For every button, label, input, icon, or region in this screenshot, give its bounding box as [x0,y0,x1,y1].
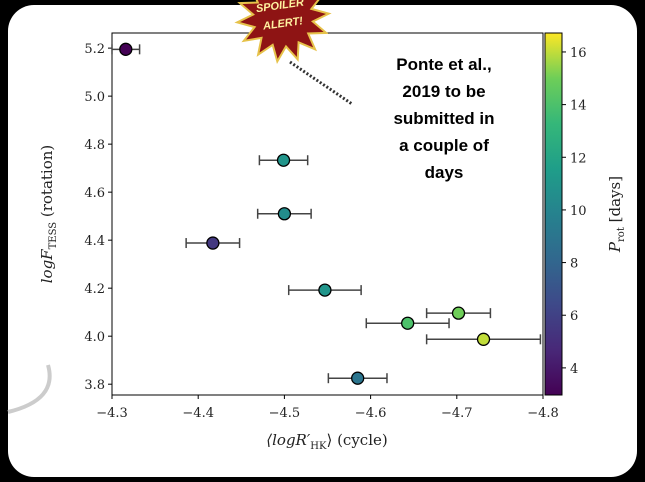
label-part: TESS [48,222,59,250]
x-axis-label: ⟨logR′HK⟩ (cycle) [266,431,387,452]
label-part: rot [616,227,627,242]
point [478,333,490,345]
annotation-line: Ponte et al., [396,55,491,74]
label-part: (rotation) [38,145,56,222]
y-tick-label: 4.0 [84,330,105,345]
annotation-line: submitted in [393,109,494,128]
x-tick-label: −4.4 [182,406,214,421]
colorbar-tick-label: 8 [570,257,578,272]
y-tick-label: 3.8 [84,378,105,393]
point [278,208,290,220]
point [120,43,132,55]
y-tick-label: 4.8 [84,138,105,153]
y-tick-label: 5.0 [84,90,105,105]
annotation-line: a couple of [399,136,489,155]
annotation-line: days [425,163,464,182]
x-tick-label: −4.8 [527,406,559,421]
colorbar-tick-label: 14 [570,99,587,114]
colorbar-tick-label: 16 [570,46,587,61]
y-tick-label: 4.6 [84,186,105,201]
point [319,284,331,296]
x-tick-label: −4.7 [441,406,473,421]
y-tick-label: 5.2 [84,42,105,57]
label-part: ⟨logR′ [266,431,311,449]
x-tick-label: −4.3 [96,406,128,421]
colorbar-tick-label: 6 [570,309,578,324]
y-axis-label: logFTESS (rotation) [38,145,59,284]
label-part: [days] [606,176,624,227]
label-part: logF [38,249,56,283]
point [453,307,465,319]
colorbar [545,33,562,395]
annotation-line: 2019 to be [402,82,485,101]
colorbar-tick-label: 12 [570,151,587,166]
page: SPOILER ALERT! Ponte et al.,2019 to besu… [0,0,645,482]
point [278,154,290,166]
x-tick-label: −4.6 [355,406,387,421]
colorbar-tick-label: 4 [570,362,578,377]
y-tick-label: 4.4 [84,234,105,249]
y-tick-label: 4.2 [84,282,105,297]
label-part: HK [310,441,327,452]
x-tick-label: −4.5 [269,406,301,421]
point [402,317,414,329]
label-part: ⟩ (cycle) [326,431,387,449]
point [207,237,219,249]
point [352,372,364,384]
colorbar-tick-label: 10 [570,204,587,219]
